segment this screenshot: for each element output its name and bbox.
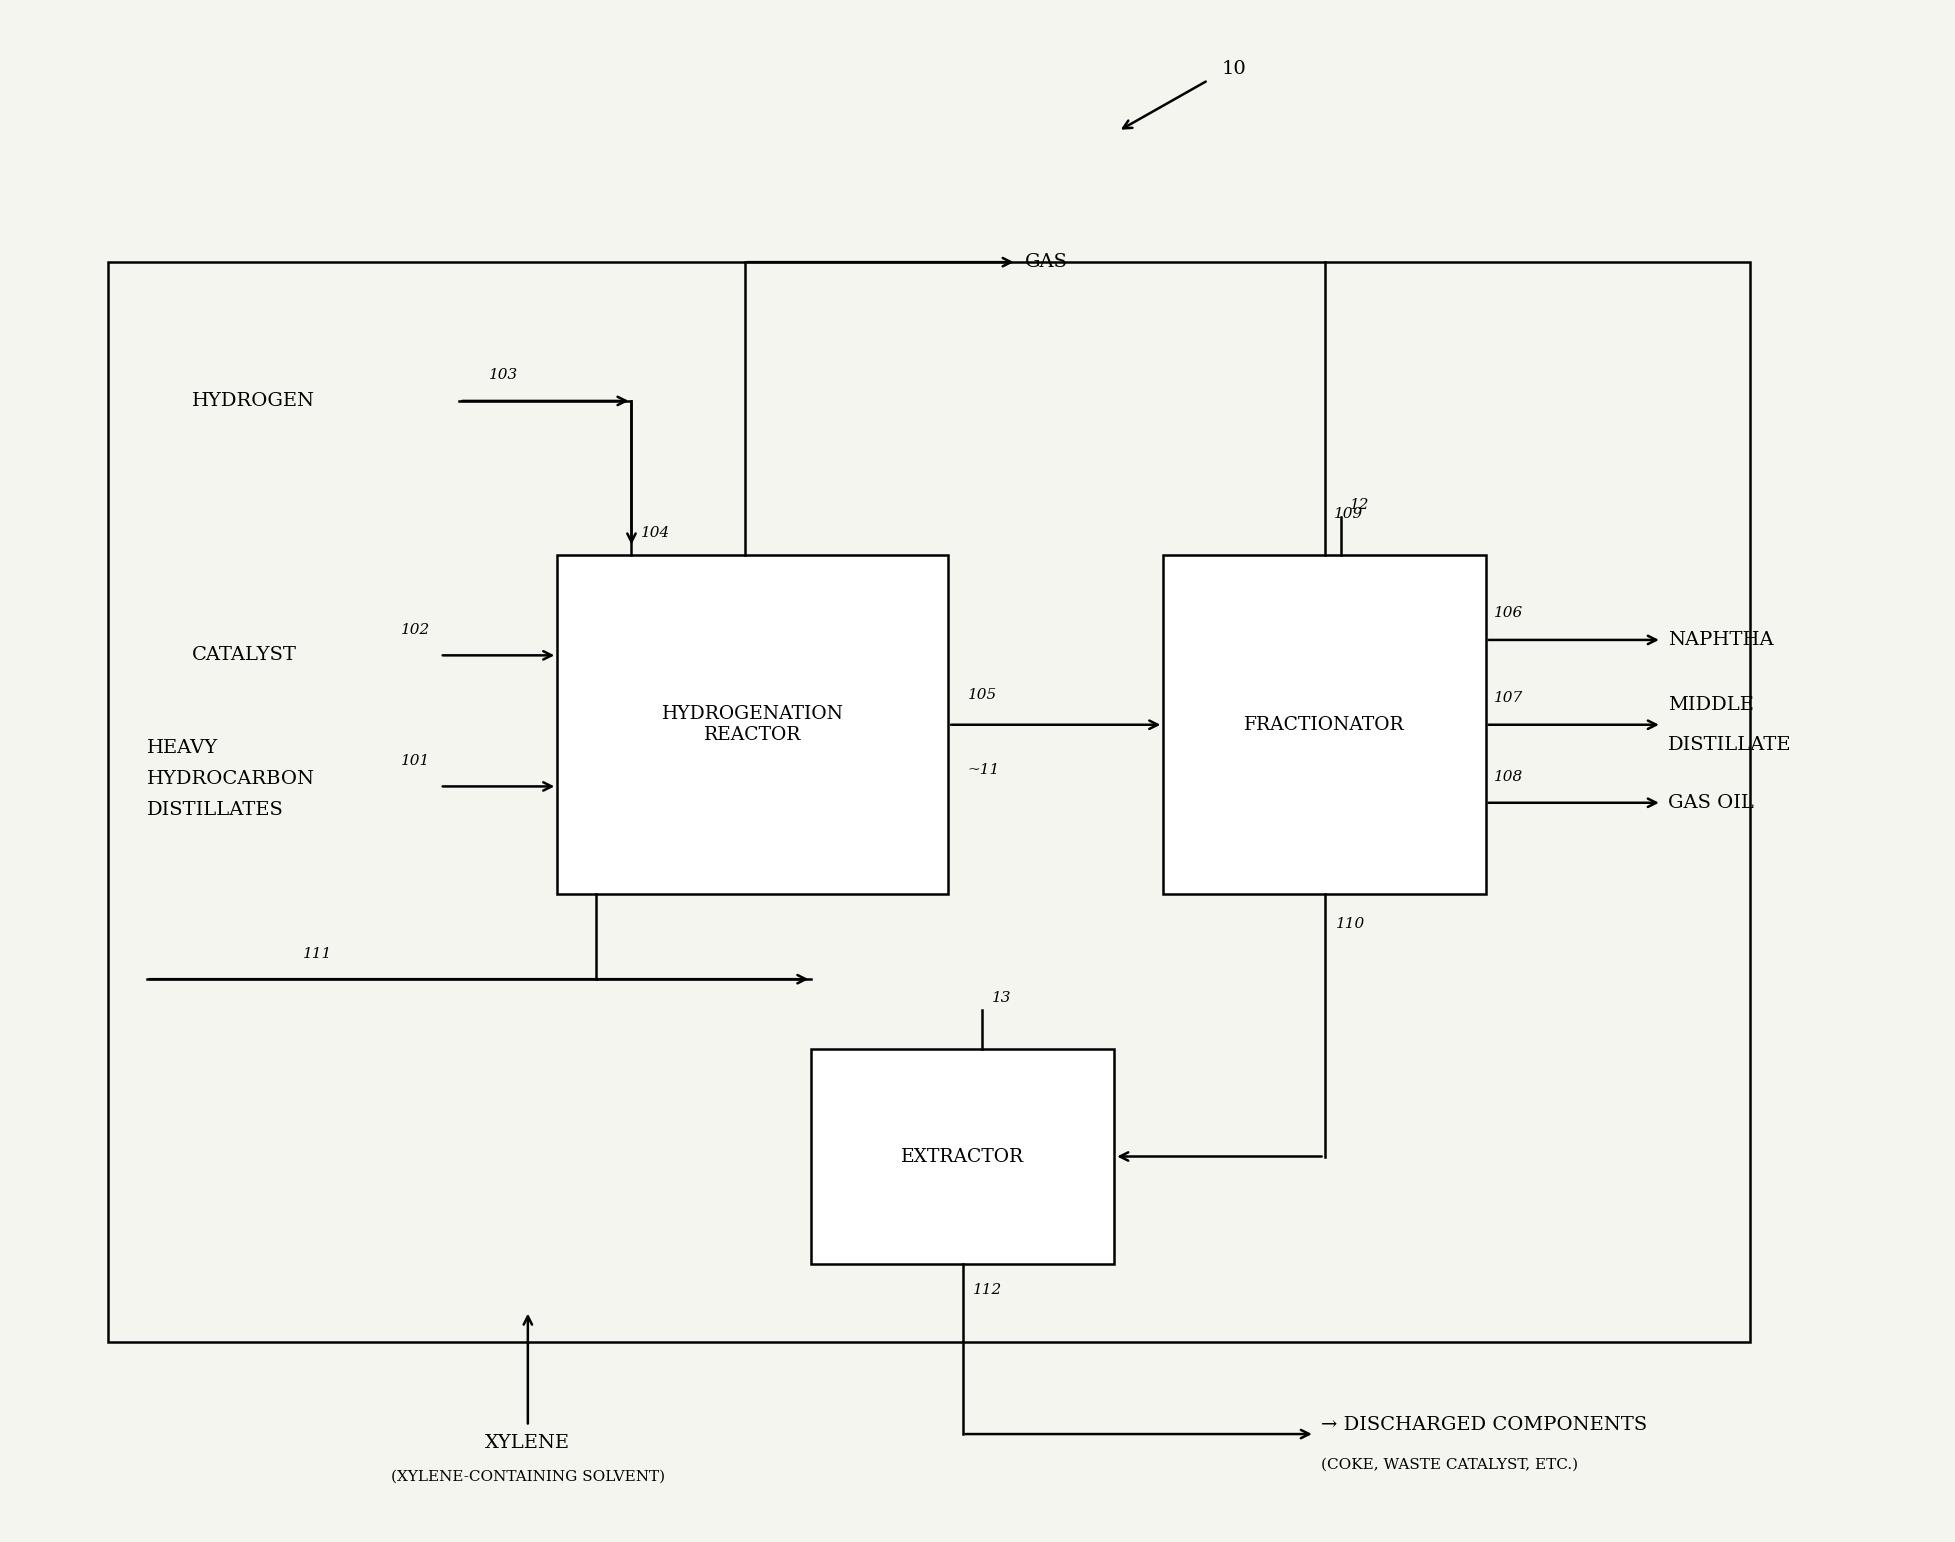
Text: 104: 104 xyxy=(641,526,671,540)
Text: HYDROCARBON: HYDROCARBON xyxy=(147,769,315,788)
Text: (COKE, WASTE CATALYST, ETC.): (COKE, WASTE CATALYST, ETC.) xyxy=(1320,1457,1578,1473)
Bar xyxy=(811,1049,1114,1264)
Text: 105: 105 xyxy=(968,688,997,702)
Text: 112: 112 xyxy=(972,1283,1001,1297)
Bar xyxy=(108,262,1750,1342)
Text: HEAVY: HEAVY xyxy=(147,739,217,757)
Text: NAPHTHA: NAPHTHA xyxy=(1668,631,1773,649)
Text: → DISCHARGED COMPONENTS: → DISCHARGED COMPONENTS xyxy=(1320,1416,1646,1434)
Text: 102: 102 xyxy=(401,623,430,637)
Text: 108: 108 xyxy=(1494,771,1523,785)
Text: 110: 110 xyxy=(1337,917,1365,931)
Text: GAS: GAS xyxy=(1024,253,1067,271)
Text: 103: 103 xyxy=(489,369,518,382)
Text: (XYLENE-CONTAINING SOLVENT): (XYLENE-CONTAINING SOLVENT) xyxy=(391,1470,665,1483)
Text: CATALYST: CATALYST xyxy=(192,646,297,665)
Text: 13: 13 xyxy=(991,992,1011,1005)
Text: EXTRACTOR: EXTRACTOR xyxy=(901,1147,1024,1166)
Text: DISTILLATE: DISTILLATE xyxy=(1668,736,1791,754)
Text: 107: 107 xyxy=(1494,691,1523,705)
Text: 109: 109 xyxy=(1333,507,1363,521)
Text: 111: 111 xyxy=(303,947,332,961)
Bar xyxy=(557,555,948,894)
Text: MIDDLE: MIDDLE xyxy=(1668,695,1754,714)
Text: HYDROGENATION
REACTOR: HYDROGENATION REACTOR xyxy=(661,705,845,745)
Bar xyxy=(1163,555,1486,894)
Text: DISTILLATES: DISTILLATES xyxy=(147,800,283,819)
Text: 10: 10 xyxy=(1222,60,1247,79)
Text: 106: 106 xyxy=(1494,606,1523,620)
Text: HYDROGEN: HYDROGEN xyxy=(192,392,315,410)
Text: 101: 101 xyxy=(401,754,430,768)
Text: XYLENE: XYLENE xyxy=(485,1434,571,1453)
Text: ~11: ~11 xyxy=(968,763,999,777)
Text: FRACTIONATOR: FRACTIONATOR xyxy=(1243,715,1406,734)
Text: GAS OIL: GAS OIL xyxy=(1668,794,1754,811)
Text: 12: 12 xyxy=(1351,498,1370,512)
